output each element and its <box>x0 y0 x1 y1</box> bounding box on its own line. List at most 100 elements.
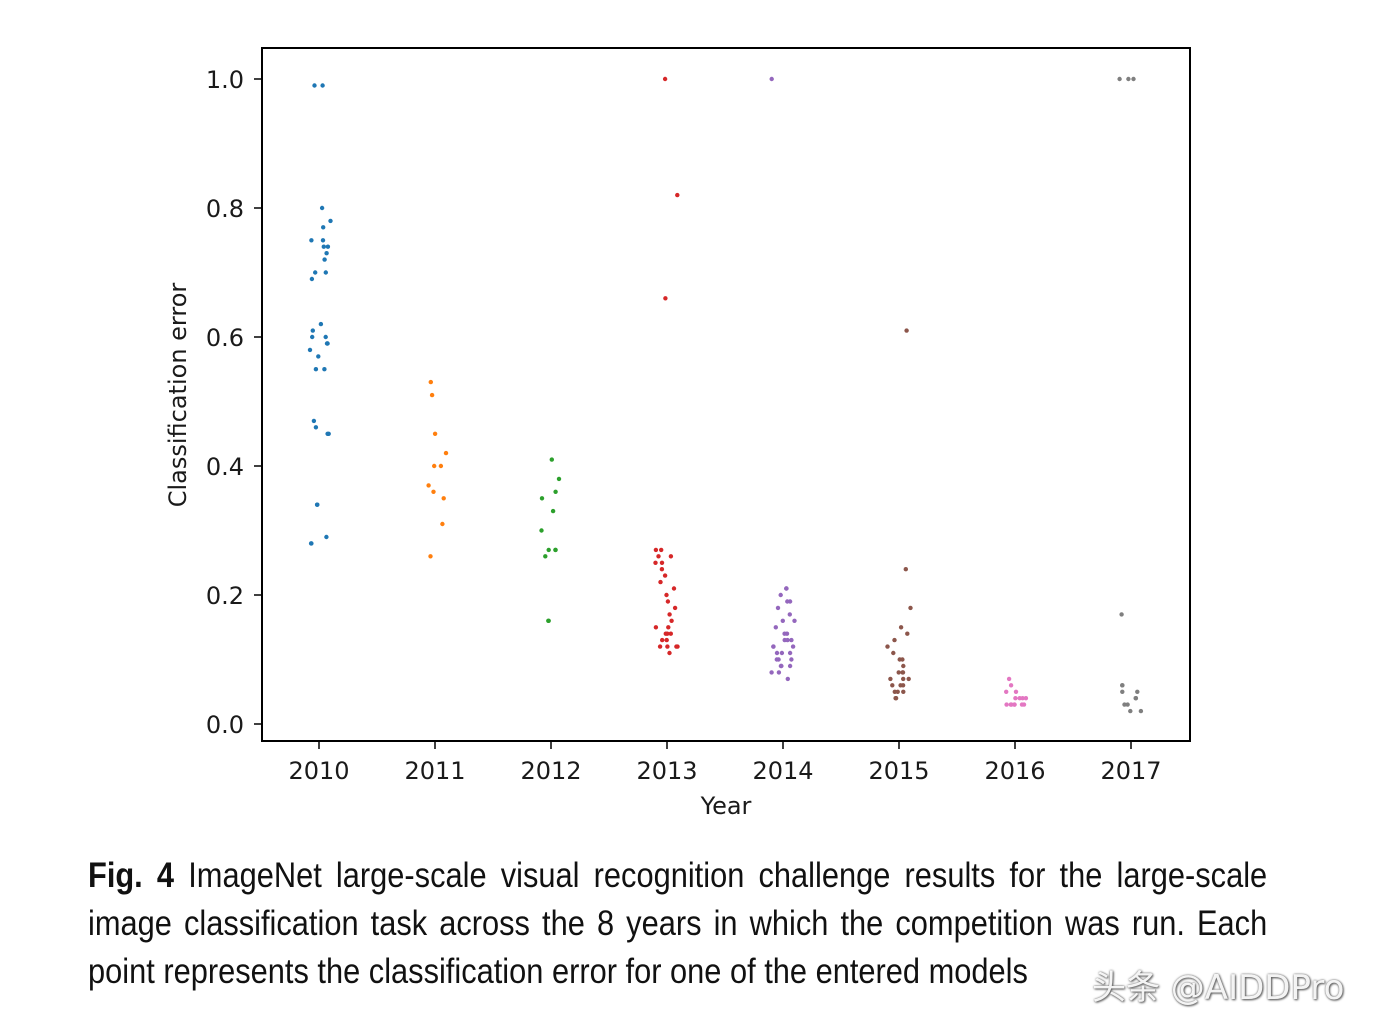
data-point-2013-10 <box>662 573 668 578</box>
data-point-2010-23 <box>313 367 319 372</box>
data-point-2013-26 <box>657 644 663 649</box>
data-point-2014-20 <box>779 650 785 656</box>
data-point-2010-0 <box>320 83 325 88</box>
data-point-2016-1 <box>1008 683 1014 688</box>
data-point-2010-24 <box>311 418 317 424</box>
data-point-2016-3 <box>1013 689 1019 694</box>
data-point-2016-14 <box>1009 702 1014 707</box>
data-point-2013-17 <box>669 618 674 623</box>
data-point-2012-3 <box>539 496 545 501</box>
data-point-2015-0 <box>904 328 909 333</box>
data-point-2014-9 <box>780 618 785 623</box>
data-point-2014-18 <box>771 644 776 649</box>
data-point-2015-6 <box>885 644 890 649</box>
data-point-2014-6 <box>775 605 781 611</box>
data-point-2017-10 <box>1125 702 1130 707</box>
data-point-2013-24 <box>664 637 669 643</box>
data-point-2014-13 <box>789 637 794 643</box>
data-point-2016-11 <box>1012 702 1017 707</box>
y-tick-label-0.4: 0.4 <box>206 453 244 481</box>
x-axis: 2010 2011 2012 2013 2014 2015 2016 2017 <box>288 741 1162 785</box>
data-point-2015-9 <box>900 657 905 662</box>
data-point-2014-19 <box>774 650 780 656</box>
data-point-2013-27 <box>665 644 670 649</box>
data-point-2016-0 <box>1006 676 1012 682</box>
data-point-2013-21 <box>665 631 670 636</box>
data-point-2010-25 <box>313 425 319 430</box>
data-point-2017-12 <box>1128 708 1133 714</box>
data-point-2016-6 <box>1013 696 1018 701</box>
data-point-2010-6 <box>309 238 314 243</box>
data-point-2014-23 <box>789 657 794 662</box>
x-tick-label-2017: 2017 <box>1100 757 1161 785</box>
x-tick-label-2015: 2015 <box>868 757 929 785</box>
data-point-2012-2 <box>553 489 558 494</box>
plot-frame <box>261 47 1191 742</box>
data-point-2011-6 <box>426 483 431 488</box>
data-point-2015-1 <box>903 567 908 572</box>
data-point-2017-13 <box>1138 708 1144 714</box>
data-point-2011-9 <box>440 521 445 527</box>
data-point-2016-2 <box>1004 689 1009 694</box>
data-point-2014-2 <box>784 586 789 591</box>
data-point-2014-28 <box>769 670 774 675</box>
data-point-2010-32 <box>308 541 314 546</box>
scatter-chart: 2010 2011 2012 2013 2014 2015 2016 2017 0.00.20… <box>164 47 1191 820</box>
data-point-2010-3 <box>328 218 333 224</box>
data-point-2010-5 <box>320 238 326 243</box>
data-point-2014-24 <box>774 657 779 662</box>
data-point-2011-10 <box>428 554 433 559</box>
data-point-2015-5 <box>892 637 897 643</box>
caption-label: Fig. 4 <box>88 856 175 895</box>
data-point-2014-0 <box>769 76 774 82</box>
data-point-2013-13 <box>664 592 669 598</box>
data-point-2017-1 <box>1131 76 1136 82</box>
data-point-2010-7 <box>325 244 331 249</box>
x-tick-label-2013: 2013 <box>636 757 697 785</box>
data-point-2013-4 <box>659 547 664 553</box>
y-tick-label-0.8: 0.8 <box>206 195 244 223</box>
data-point-2014-17 <box>790 644 796 649</box>
data-point-2010-4 <box>321 225 326 230</box>
data-point-2010-16 <box>310 334 315 340</box>
data-point-2013-5 <box>656 554 661 559</box>
data-point-2014-10 <box>773 625 778 630</box>
data-point-2013-0 <box>662 76 668 82</box>
data-point-2010-1 <box>312 83 317 88</box>
data-point-2010-17 <box>323 334 328 340</box>
data-point-2015-10 <box>901 663 906 669</box>
data-point-2017-0 <box>1117 76 1122 82</box>
data-point-2010-30 <box>324 534 329 540</box>
data-point-2014-3 <box>778 592 783 598</box>
data-point-2010-8 <box>321 244 326 249</box>
x-axis-title: Year <box>700 792 752 820</box>
y-tick-label-1.0: 1.0 <box>206 66 244 94</box>
data-point-2012-5 <box>539 528 544 533</box>
data-point-2011-7 <box>431 489 436 494</box>
data-point-2017-7 <box>1135 689 1140 694</box>
data-point-2016-4 <box>1023 696 1029 701</box>
data-point-2015-4 <box>905 631 910 636</box>
caption-text: ImageNet large-scale visual recognition … <box>88 856 1268 991</box>
data-point-2015-13 <box>900 670 905 675</box>
data-point-2010-14 <box>318 321 324 327</box>
data-point-2015-15 <box>901 676 906 682</box>
data-point-2012-1 <box>556 476 562 482</box>
y-axis-title: Classification error <box>164 283 192 508</box>
x-tick-label-2014: 2014 <box>752 757 813 785</box>
data-point-2013-14 <box>665 599 671 604</box>
data-point-2013-9 <box>659 567 665 572</box>
y-tick-label-0.2: 0.2 <box>206 582 244 610</box>
data-point-2017-6 <box>1120 689 1125 694</box>
data-point-2010-13 <box>309 276 315 282</box>
y-tick-label-0.0: 0.0 <box>206 711 244 739</box>
data-point-2014-7 <box>787 612 792 617</box>
data-point-2013-22 <box>668 631 673 636</box>
data-point-2015-2 <box>908 605 913 611</box>
data-point-2011-5 <box>438 463 444 469</box>
data-point-2011-8 <box>441 496 446 501</box>
data-point-2010-20 <box>307 347 313 353</box>
data-point-2015-19 <box>900 683 906 688</box>
data-points <box>307 76 1144 714</box>
data-point-2010-12 <box>323 270 328 275</box>
